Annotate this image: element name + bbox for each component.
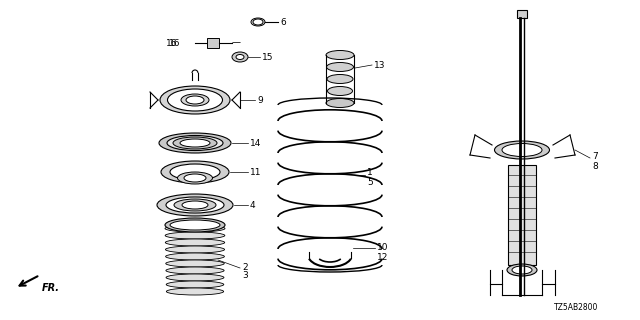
Text: 11: 11: [250, 167, 262, 177]
Ellipse shape: [166, 246, 225, 253]
Bar: [508, 165, 536, 265]
Text: 10: 10: [377, 244, 388, 252]
Text: 4: 4: [250, 201, 255, 210]
Text: 8: 8: [592, 162, 598, 171]
Text: 5: 5: [367, 178, 372, 187]
Ellipse shape: [168, 89, 223, 111]
Text: 15: 15: [262, 52, 273, 61]
Ellipse shape: [177, 172, 212, 184]
Ellipse shape: [495, 141, 550, 159]
Ellipse shape: [166, 197, 224, 213]
Ellipse shape: [512, 266, 532, 274]
Ellipse shape: [165, 218, 225, 232]
Text: 12: 12: [377, 253, 388, 262]
Ellipse shape: [326, 99, 354, 108]
Bar: [517, 10, 527, 18]
Ellipse shape: [326, 62, 353, 71]
Ellipse shape: [160, 86, 230, 114]
Ellipse shape: [165, 239, 225, 246]
Ellipse shape: [170, 220, 220, 230]
Ellipse shape: [157, 194, 233, 216]
Text: 3: 3: [242, 271, 248, 281]
Ellipse shape: [166, 274, 224, 281]
Text: FR.: FR.: [42, 283, 60, 293]
Ellipse shape: [170, 164, 220, 180]
Text: 16: 16: [168, 38, 180, 47]
Ellipse shape: [232, 52, 248, 62]
Ellipse shape: [186, 96, 204, 104]
Ellipse shape: [166, 260, 224, 267]
Ellipse shape: [173, 137, 217, 149]
Ellipse shape: [159, 133, 231, 153]
Ellipse shape: [251, 18, 265, 26]
Ellipse shape: [174, 199, 216, 211]
Ellipse shape: [180, 139, 210, 147]
Ellipse shape: [326, 51, 354, 60]
Text: 16: 16: [166, 38, 177, 47]
Ellipse shape: [502, 143, 542, 156]
Text: 6: 6: [280, 18, 285, 27]
Ellipse shape: [184, 174, 206, 182]
Ellipse shape: [327, 75, 353, 84]
Ellipse shape: [166, 267, 224, 274]
Ellipse shape: [328, 86, 353, 95]
Ellipse shape: [182, 201, 208, 209]
Ellipse shape: [236, 54, 244, 60]
Text: 13: 13: [374, 60, 385, 69]
Bar: [207, 38, 219, 48]
Ellipse shape: [165, 225, 225, 232]
Ellipse shape: [166, 253, 225, 260]
Ellipse shape: [165, 232, 225, 239]
Ellipse shape: [167, 135, 223, 150]
Ellipse shape: [253, 19, 263, 25]
Text: 14: 14: [250, 139, 261, 148]
Ellipse shape: [507, 264, 537, 276]
Text: TZ5AB2800: TZ5AB2800: [554, 303, 598, 313]
Ellipse shape: [166, 288, 223, 295]
Ellipse shape: [181, 94, 209, 106]
Ellipse shape: [161, 161, 229, 183]
Text: 9: 9: [257, 95, 263, 105]
Ellipse shape: [166, 281, 224, 288]
Text: 2: 2: [242, 263, 248, 273]
Text: —: —: [232, 38, 241, 47]
Text: 1: 1: [367, 167, 372, 177]
Text: 7: 7: [592, 151, 598, 161]
